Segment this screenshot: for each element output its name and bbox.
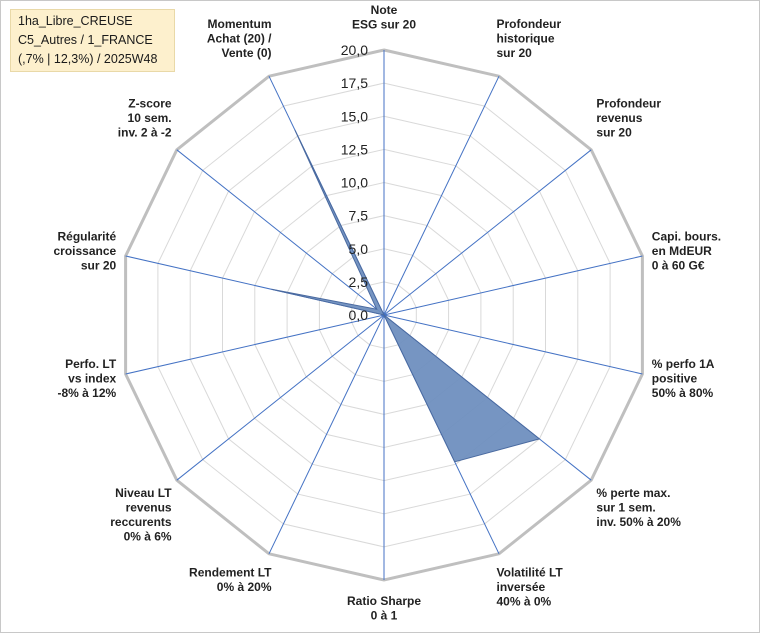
axis-label: Ratio Sharpe 0 à 1 xyxy=(347,594,421,623)
axis-spoke xyxy=(125,314,385,375)
tick-label: 10,0 xyxy=(341,175,368,191)
chart-title-box: 1ha_Libre_CREUSE C5_Autres / 1_FRANCE (,… xyxy=(10,9,175,72)
axis-spoke xyxy=(383,255,643,316)
axis-spoke xyxy=(176,314,385,481)
axis-spoke xyxy=(176,149,385,316)
axis-label: Profondeur revenus sur 20 xyxy=(596,97,661,140)
radar-axes xyxy=(125,50,643,580)
tick-label: 0,0 xyxy=(349,307,369,323)
title-line-2: C5_Autres / 1_FRANCE xyxy=(18,33,153,47)
axis-label: Rendement LT 0% à 20% xyxy=(189,566,272,595)
series-area xyxy=(271,129,541,463)
axis-label: % perfo 1A positive 50% à 80% xyxy=(652,357,715,400)
axis-label: Note ESG sur 20 xyxy=(352,3,416,32)
axis-spoke xyxy=(268,314,385,555)
tick-label: 15,0 xyxy=(341,108,368,124)
radar-axis-labels: Note ESG sur 20 Profondeur historique sur 20… xyxy=(53,3,721,623)
axis-label: Z-score 10 sem. inv. 2 à -2 xyxy=(118,97,172,140)
tick-label: 7,5 xyxy=(349,208,369,224)
axis-spoke xyxy=(383,314,643,375)
axis-spoke xyxy=(383,149,592,316)
axis-spoke xyxy=(383,75,500,316)
axis-label: Profondeur historique sur 20 xyxy=(497,17,562,60)
axis-label: Régularité croissance sur 20 xyxy=(53,229,116,272)
axis-label: Niveau LT revenus reccurents 0% à 6% xyxy=(110,486,172,544)
tick-label: 5,0 xyxy=(349,241,369,257)
radar-series xyxy=(271,129,541,463)
title-line-3: (,7% | 12,3%) / 2025W48 xyxy=(18,52,158,66)
tick-label: 20,0 xyxy=(341,42,368,58)
axis-label: Perfo. LT vs index -8% à 12% xyxy=(57,357,116,400)
title-line-1: 1ha_Libre_CREUSE xyxy=(18,14,133,28)
radar-tick-labels: 0,0 2,5 5,0 7,5 10,0 12,5 15,0 17,5 20,0 xyxy=(341,42,368,323)
axis-label: Volatilité LT inversée 40% à 0% xyxy=(497,566,564,609)
axis-label: Momentum Achat (20) / Vente (0) xyxy=(207,17,272,60)
axis-label: Capi. bours. en MdEUR 0 à 60 G€ xyxy=(652,229,721,272)
tick-label: 17,5 xyxy=(341,75,368,91)
axis-label: % perte max. sur 1 sem. inv. 50% à 20% xyxy=(596,486,681,529)
tick-label: 12,5 xyxy=(341,141,368,157)
tick-label: 2,5 xyxy=(349,274,369,290)
